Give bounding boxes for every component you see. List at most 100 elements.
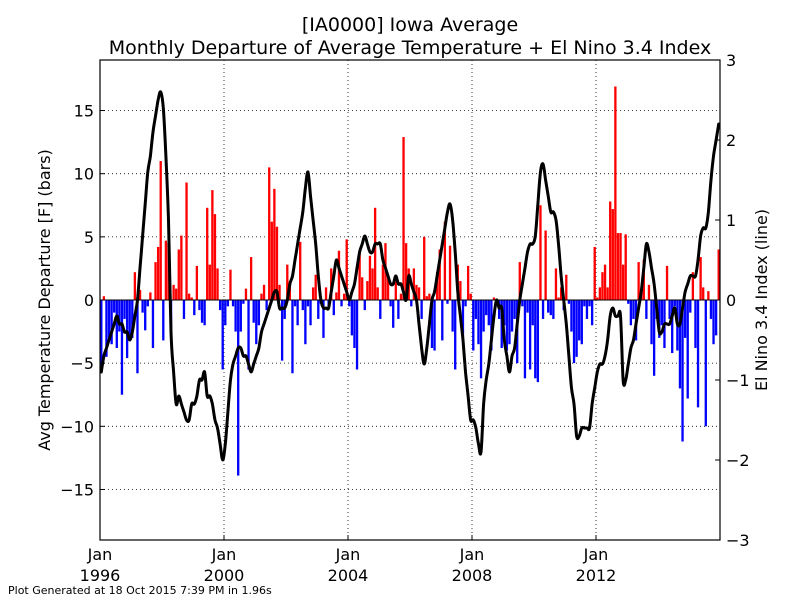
temperature-bar — [229, 269, 232, 300]
temperature-bar — [123, 300, 126, 319]
temperature-bar — [433, 300, 436, 351]
temperature-bar — [314, 274, 317, 300]
temperature-bar — [226, 300, 230, 307]
temperature-bar — [678, 300, 682, 389]
temperature-bar — [255, 300, 258, 345]
temperature-bar — [265, 300, 268, 311]
temperature-bar — [203, 300, 206, 326]
temperature-bar — [177, 249, 180, 300]
temperature-bar — [464, 300, 467, 307]
temperature-bar — [120, 300, 124, 395]
temperature-bar — [216, 268, 219, 300]
temperature-bar — [627, 300, 630, 304]
temperature-bar — [213, 214, 217, 300]
temperature-bar — [273, 188, 276, 300]
temperature-bar — [239, 300, 242, 332]
temperature-bar — [451, 300, 454, 332]
temperature-bar — [115, 300, 118, 348]
temperature-bar — [665, 265, 669, 300]
temperature-bar — [492, 297, 496, 300]
temperature-bar — [425, 296, 428, 300]
temperature-bar — [358, 250, 361, 300]
temperature-bar — [707, 291, 710, 300]
temperature-bar — [528, 300, 532, 370]
temperature-bar — [420, 300, 423, 319]
temperature-bar — [136, 300, 139, 374]
temperature-bar — [412, 268, 416, 300]
temperature-bar — [508, 300, 511, 345]
temperature-bar — [107, 300, 111, 338]
temperature-bar — [125, 300, 129, 359]
temperature-bar — [353, 300, 356, 348]
temperature-bar — [510, 300, 514, 332]
temperature-bar — [187, 293, 191, 300]
temperature-bar — [658, 300, 661, 338]
temperature-bar — [262, 284, 266, 300]
temperature-bar — [402, 137, 405, 300]
temperature-bar — [345, 239, 348, 300]
temperature-bar — [376, 287, 379, 300]
temperature-bar — [541, 300, 545, 319]
temperature-bar — [141, 300, 144, 313]
chart-subtitle: Monthly Departure of Average Temperature… — [109, 37, 711, 59]
x-tick-month: Jan — [211, 545, 237, 564]
temperature-bar — [714, 300, 718, 336]
temperature-bar — [619, 233, 622, 300]
temperature-bar — [286, 264, 289, 300]
temperature-bar — [430, 300, 434, 348]
temperature-bar — [110, 300, 113, 345]
temperature-bar — [102, 296, 106, 300]
y-axis-label: Avg Temperature Departure [F] (bars) — [35, 149, 54, 451]
temperature-bar — [536, 300, 540, 383]
temperature-bar — [133, 272, 137, 300]
temperature-bar — [709, 300, 713, 319]
temperature-bar — [306, 300, 310, 307]
temperature-bar — [211, 190, 214, 300]
temperature-bar — [397, 300, 400, 319]
temperature-bar — [180, 235, 183, 300]
temperature-bar — [335, 292, 338, 300]
temperature-bar — [381, 264, 385, 300]
temperature-bar — [585, 300, 589, 319]
temperature-bar — [578, 300, 581, 341]
y2-tick-label: 2 — [726, 131, 736, 150]
temperature-bar — [415, 284, 418, 300]
temperature-bar — [485, 300, 488, 316]
temperature-bar — [218, 300, 222, 311]
temperature-bar — [534, 300, 537, 379]
temperature-bar — [696, 300, 700, 408]
temperature-bar — [234, 300, 237, 332]
temperature-bar — [162, 300, 165, 341]
temperature-bar — [575, 300, 578, 357]
temperature-bar — [559, 287, 563, 300]
temperature-bar — [650, 300, 653, 345]
temperature-bar — [547, 300, 550, 313]
temperature-bar — [268, 167, 271, 300]
temperature-bar — [324, 287, 328, 300]
temperature-bar — [523, 300, 527, 379]
temperature-bar — [544, 230, 547, 300]
temperature-bar — [428, 293, 431, 300]
temperature-bar — [671, 300, 674, 354]
temperature-bar — [399, 293, 403, 300]
temperature-bar — [593, 246, 596, 300]
temperature-bar — [606, 287, 609, 300]
temperature-bar — [521, 300, 524, 307]
temperature-bar — [565, 274, 568, 300]
temperature-bar — [278, 284, 281, 300]
x-tick-month: Jan — [583, 545, 609, 564]
temperature-bar — [673, 300, 676, 307]
footer-note: Plot Generated at 18 Oct 2015 7:39 PM in… — [8, 584, 272, 597]
y2-tick-label: −2 — [726, 451, 750, 470]
temperature-bar — [195, 265, 199, 300]
temperature-bar — [257, 300, 261, 326]
temperature-bar — [355, 300, 359, 370]
temperature-bar — [100, 300, 103, 366]
temperature-bar — [200, 300, 204, 323]
y-tick-label: −5 — [70, 354, 94, 373]
temperature-bar — [389, 300, 392, 307]
y-tick-label: 10 — [74, 165, 94, 184]
temperature-bar — [681, 300, 684, 442]
temperature-bar — [410, 300, 413, 307]
